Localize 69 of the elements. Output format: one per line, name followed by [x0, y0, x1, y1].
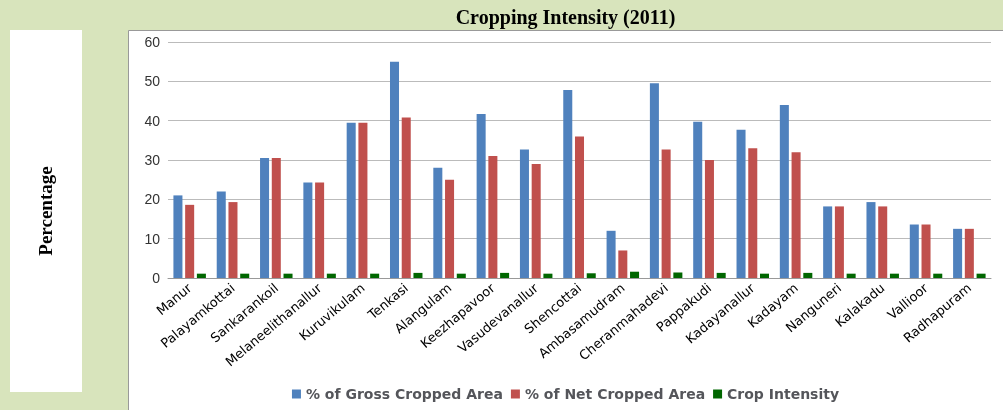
bar	[456, 273, 466, 278]
bar	[909, 224, 919, 278]
bar	[889, 273, 899, 278]
bar	[531, 163, 541, 278]
bar	[346, 122, 356, 278]
bar	[964, 228, 974, 278]
y-tick-label: 0	[152, 270, 161, 286]
bar	[953, 228, 963, 278]
bar	[185, 204, 195, 278]
bar	[370, 273, 380, 278]
bar	[500, 272, 510, 278]
bar	[303, 182, 313, 278]
bar	[748, 148, 758, 278]
bar	[543, 273, 553, 278]
y-tick-label: 10	[144, 230, 161, 247]
bar	[834, 206, 844, 278]
bar	[476, 113, 486, 278]
bar	[173, 195, 183, 278]
bar	[673, 272, 683, 278]
bar	[326, 273, 336, 278]
bar	[716, 272, 726, 278]
bar	[488, 156, 498, 278]
bar	[315, 182, 325, 278]
bar	[878, 206, 888, 278]
bar	[779, 104, 789, 278]
y-tick-label: 50	[144, 73, 161, 90]
bar	[933, 273, 943, 278]
bar	[846, 273, 856, 278]
bar	[759, 273, 770, 278]
legend-label: % of Net Cropped Area	[524, 386, 706, 402]
bar	[563, 89, 573, 278]
y-tick-label: 30	[144, 152, 161, 168]
bar	[445, 179, 455, 278]
bar	[283, 273, 293, 278]
bar	[240, 273, 250, 278]
bar	[196, 273, 206, 278]
bar	[586, 273, 596, 278]
y-axis-title: Percentage	[35, 166, 57, 256]
bar	[260, 158, 270, 278]
bar	[803, 272, 813, 278]
bar	[866, 202, 876, 278]
chart-title: Cropping Intensity (2011)	[455, 6, 676, 29]
legend-label: Crop Intensity	[727, 386, 840, 402]
legend-label: % of Gross Cropped Area	[305, 386, 503, 402]
bar	[574, 136, 585, 278]
bar	[618, 250, 628, 278]
bar	[921, 224, 931, 278]
bar	[630, 271, 640, 278]
bar	[693, 121, 703, 278]
bar	[791, 152, 801, 278]
y-tick-label: 40	[144, 112, 161, 129]
bar	[519, 149, 529, 278]
bar	[823, 206, 833, 278]
y-tick-label: 20	[144, 191, 161, 208]
bar	[661, 149, 671, 278]
bar	[433, 167, 443, 278]
y-tick-label: 60	[144, 34, 161, 50]
bar	[228, 202, 238, 278]
bar	[358, 122, 368, 278]
bar	[271, 158, 281, 278]
bar	[216, 191, 226, 278]
bar	[704, 160, 714, 278]
bar	[413, 272, 423, 278]
bar	[649, 83, 659, 278]
bar	[976, 273, 986, 278]
bar	[401, 117, 411, 278]
bar	[606, 230, 616, 278]
bar	[736, 129, 746, 278]
bar	[389, 61, 400, 278]
